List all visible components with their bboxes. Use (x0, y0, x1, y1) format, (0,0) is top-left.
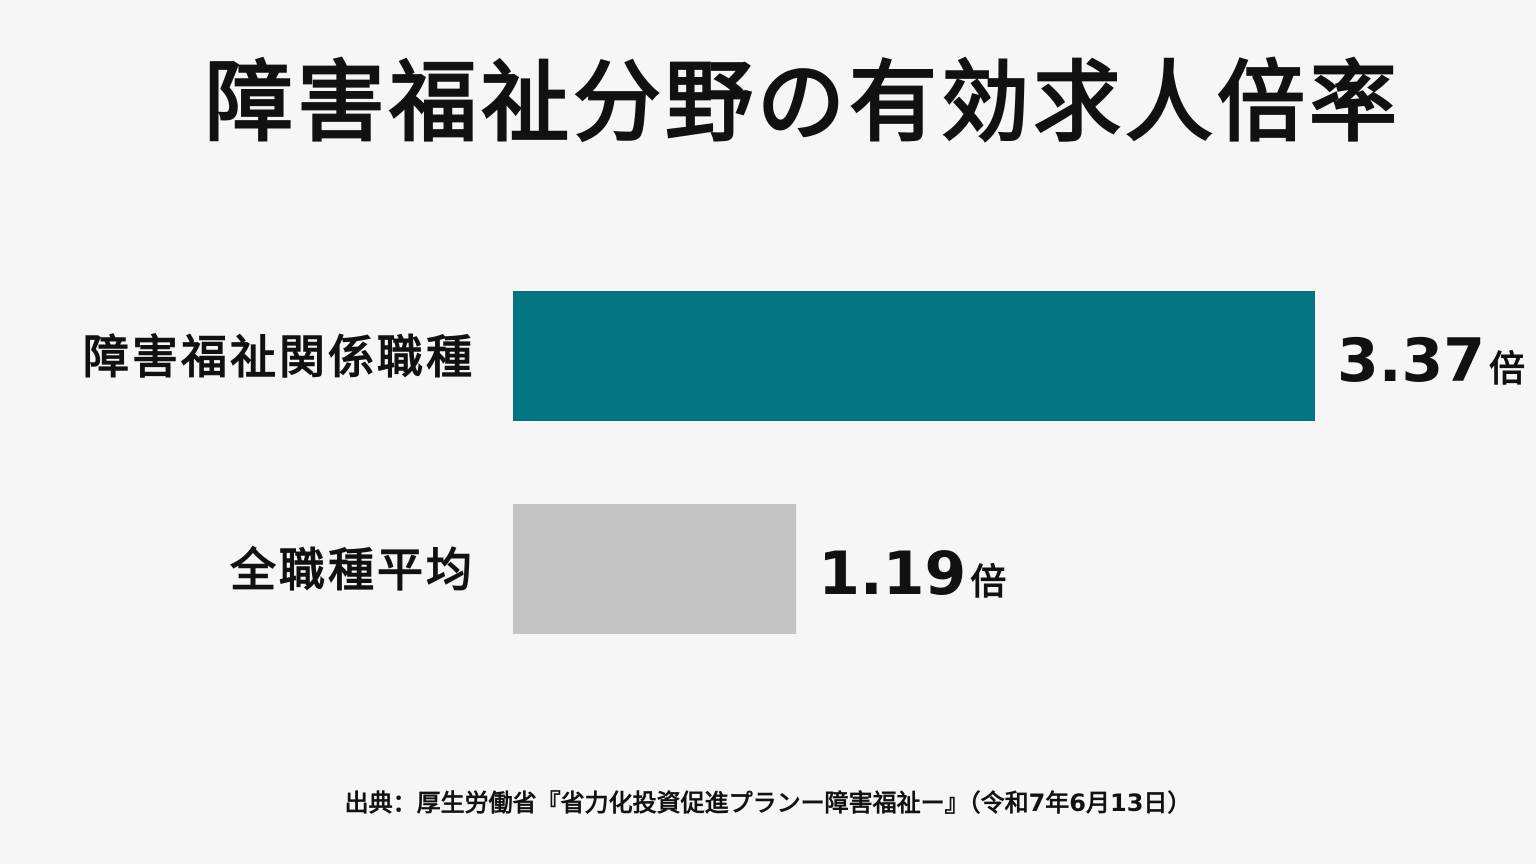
value-label: 3.37 倍 (1337, 326, 1525, 396)
source-note: 出典：厚生労働省『省力化投資促進プランー障害福祉ー』（令和7年6月13日） (344, 789, 1192, 817)
bar (513, 504, 797, 634)
bar (513, 291, 1315, 421)
category-label: 障害福祉関係職種 (83, 330, 475, 384)
chart-title: 障害福祉分野の有効求人倍率 (204, 51, 1401, 154)
category-label: 全職種平均 (229, 543, 475, 597)
value-label: 1.19 倍 (818, 539, 1006, 609)
